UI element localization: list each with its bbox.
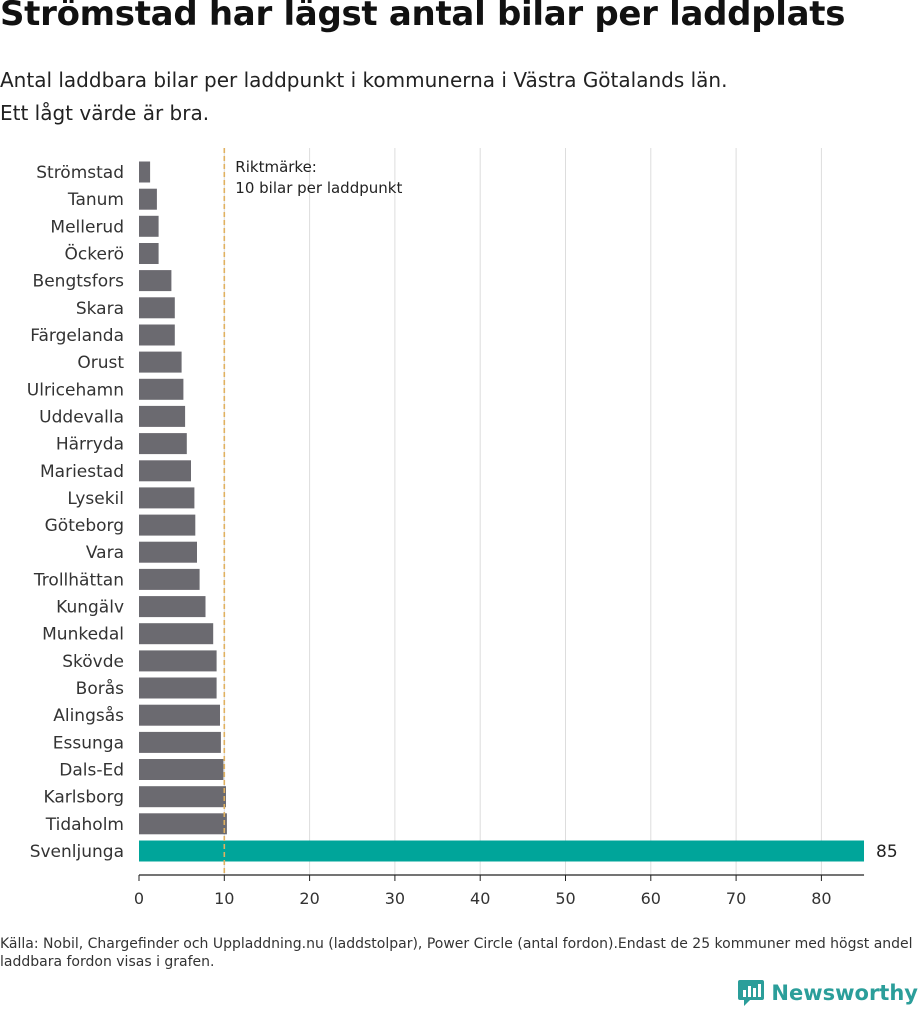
x-tick-label: 10 xyxy=(214,889,234,908)
bar xyxy=(139,378,184,400)
newsworthy-logo-icon xyxy=(738,980,765,1006)
category-label: Skara xyxy=(76,299,124,319)
category-label: Lysekil xyxy=(67,489,124,509)
bar xyxy=(139,813,227,835)
bar xyxy=(139,243,159,264)
category-label: Kungälv xyxy=(56,598,124,618)
category-label: Tidaholm xyxy=(45,815,124,835)
category-label: Öckerö xyxy=(65,243,124,265)
bar xyxy=(139,568,200,590)
category-label: Vara xyxy=(86,543,124,563)
bar xyxy=(139,188,157,210)
bar-chart: Strömstad Tanum Mellerud Öckerö Bengtsfors Sk… xyxy=(27,148,898,908)
bar xyxy=(139,677,217,699)
category-label: Orust xyxy=(77,353,124,373)
bar xyxy=(139,840,864,862)
category-label: Alingsås xyxy=(53,705,124,726)
category-label: Borås xyxy=(76,678,124,699)
chart-title: Strömstad har lägst antal bilar per ladd… xyxy=(0,0,846,34)
category-label: Trollhättan xyxy=(33,570,124,590)
value-label: 85 xyxy=(876,842,898,862)
bar xyxy=(139,650,217,672)
x-tick-label: 70 xyxy=(726,889,746,908)
reference-line-label: 10 bilar per laddpunkt xyxy=(235,179,402,197)
category-label: Strömstad xyxy=(36,163,124,183)
bar xyxy=(139,514,196,536)
bar xyxy=(139,270,172,292)
x-tick-label: 20 xyxy=(299,889,319,908)
x-tick-label: 50 xyxy=(555,889,575,908)
bar xyxy=(139,297,175,319)
category-label: Bengtsfors xyxy=(33,272,125,292)
category-label: Göteborg xyxy=(45,516,124,536)
reference-line-label: Riktmärke: xyxy=(235,158,317,176)
bar xyxy=(139,623,214,645)
category-label: Mariestad xyxy=(40,462,124,482)
bar xyxy=(139,324,175,346)
bar xyxy=(139,351,182,373)
category-label: Dals-Ed xyxy=(59,761,124,781)
bar xyxy=(139,759,224,780)
bar xyxy=(139,405,186,427)
bar xyxy=(139,731,221,753)
bar xyxy=(139,460,191,482)
category-label: Uddevalla xyxy=(39,407,124,427)
x-tick-label: 60 xyxy=(641,889,661,908)
category-label: Karlsborg xyxy=(43,788,124,808)
chart-subtitle: Antal laddbara bilar per laddpunkt i kom… xyxy=(0,64,727,130)
source-note: Källa: Nobil, Chargefinder och Uppladdni… xyxy=(0,936,913,970)
bar xyxy=(139,487,195,509)
bar xyxy=(139,786,226,808)
subtitle-line-2: Ett lågt värde är bra. xyxy=(0,101,210,125)
x-tick-label: 40 xyxy=(470,889,490,908)
category-label: Svenljunga xyxy=(30,842,124,862)
bar xyxy=(139,596,206,618)
bar xyxy=(139,433,187,455)
bar xyxy=(139,704,220,726)
x-tick-label: 30 xyxy=(385,889,405,908)
x-tick-label: 80 xyxy=(811,889,831,908)
bar xyxy=(139,215,159,237)
category-label: Munkedal xyxy=(42,625,124,645)
category-label: Ulricehamn xyxy=(27,380,124,400)
x-tick-label: 0 xyxy=(134,889,144,908)
bar xyxy=(139,161,151,183)
category-label: Mellerud xyxy=(50,217,124,237)
category-label: Tanum xyxy=(67,190,124,210)
brand-name: Newsworthy xyxy=(771,981,918,1005)
category-label: Essunga xyxy=(53,733,124,753)
bar xyxy=(139,541,197,563)
category-label: Färgelanda xyxy=(30,326,124,346)
category-label: Skövde xyxy=(62,652,124,672)
subtitle-line-1: Antal laddbara bilar per laddpunkt i kom… xyxy=(0,68,728,92)
category-label: Härryda xyxy=(56,435,124,455)
brand: Newsworthy xyxy=(737,978,918,1008)
